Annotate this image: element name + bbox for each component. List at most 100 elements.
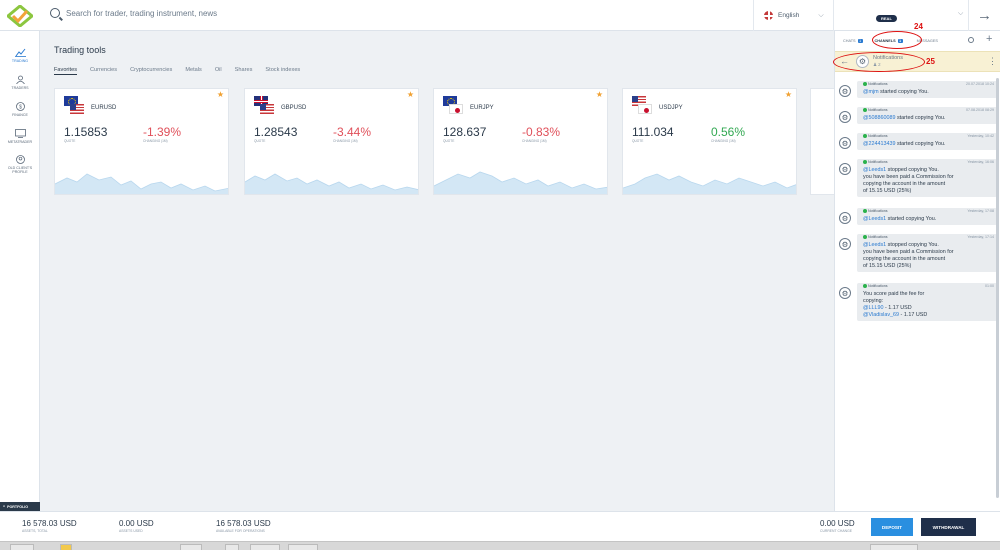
taskbar-item[interactable] xyxy=(288,544,318,550)
portfolio-tab[interactable]: ^ PORTFOLIO xyxy=(0,502,40,511)
main-content: Trading tools Favorites Currencies Crypt… xyxy=(41,31,840,511)
tab-shares[interactable]: Shares xyxy=(234,67,253,73)
monitor-icon xyxy=(14,129,26,138)
sender-name: Notifications xyxy=(868,108,888,112)
withdrawal-button[interactable]: WITHDRAWAL xyxy=(921,518,976,536)
message-text: stopped copying You. xyxy=(886,242,939,248)
deposit-button[interactable]: DEPOSIT xyxy=(871,518,913,536)
us-flag-icon xyxy=(260,104,274,114)
user-mention-link[interactable]: @Leeds1 xyxy=(863,242,887,248)
tab-cryptocurrencies[interactable]: Cryptocurrencies xyxy=(130,67,173,73)
search-box[interactable] xyxy=(50,8,466,18)
nav-item-traders[interactable]: TRADERS xyxy=(0,75,40,90)
user-mention-link[interactable]: @mjm xyxy=(863,89,879,95)
taskbar-item[interactable] xyxy=(180,544,202,550)
message-text: copying: xyxy=(863,298,884,304)
tab-metals[interactable]: Metals xyxy=(185,67,202,73)
user-mention-link[interactable]: @508860089 xyxy=(863,115,896,121)
plus-icon[interactable]: + xyxy=(986,33,993,45)
profile-icon xyxy=(15,155,25,164)
quote-value: 128.637 xyxy=(443,125,487,139)
more-options-icon[interactable]: ⋮ xyxy=(988,56,997,66)
user-mention-link[interactable]: @Leeds1 xyxy=(863,167,887,173)
instrument-card[interactable]: ★ EURUSD 1.15853 QUOTE -1.39% CHANGING (… xyxy=(54,88,229,195)
svg-text:$: $ xyxy=(19,105,22,111)
app-logo[interactable] xyxy=(0,0,40,31)
tab-currencies[interactable]: Currencies xyxy=(90,67,118,73)
account-selector[interactable]: REAL ⌵ xyxy=(833,0,968,31)
user-mention-link[interactable]: @Leeds1 xyxy=(863,216,887,222)
logo-icon xyxy=(7,4,33,27)
sparkline-chart xyxy=(55,173,228,194)
chart-icon xyxy=(14,48,26,57)
balance-label: ASSETS, TOTAL xyxy=(22,529,48,533)
quote-value: 1.28543 xyxy=(254,125,298,139)
taskbar-item[interactable] xyxy=(10,544,34,550)
nav-label: TRADING xyxy=(11,59,29,63)
tab-oil[interactable]: Oil xyxy=(214,67,222,73)
pair-name: EURUSD xyxy=(91,105,117,111)
chat-scrollbar[interactable] xyxy=(996,78,999,498)
instrument-card[interactable]: ★ EURJPY 128.637 QUOTE -0.83% CHANGING (… xyxy=(433,88,608,195)
current-change: 0.00 USD CURRENT CHANGE xyxy=(820,519,855,533)
sender-avatar-icon: ⚙ xyxy=(839,85,851,97)
pair-name: USDJPY xyxy=(659,105,683,111)
instrument-card[interactable]: ★ GBPUSD 1.28543 QUOTE -3.44% CHANGING (… xyxy=(244,88,419,195)
user-mention-link[interactable]: @LLL90 xyxy=(863,305,884,311)
annotation-number-24: 24 xyxy=(914,22,923,31)
us-flag-icon xyxy=(632,96,646,106)
sender-avatar-icon: ⚙ xyxy=(839,137,851,149)
sparkline-chart xyxy=(623,173,796,194)
message-bubble: Notifications 07.08.2018 08:29 @508860089… xyxy=(857,107,997,124)
nav-label: METATRADER xyxy=(7,140,33,144)
nav-item-old-profile[interactable]: OLD CLIENT'S PROFILE xyxy=(0,155,40,174)
taskbar-item[interactable] xyxy=(225,544,239,550)
message-text: You score paid the fee for xyxy=(863,291,925,297)
balance-label: AVAILABLE FOR OPERATIONS xyxy=(216,529,265,533)
search-input[interactable] xyxy=(66,8,466,18)
annotation-circle-24 xyxy=(872,31,922,49)
user-mention-link[interactable]: @Vladislav_69 xyxy=(863,312,900,318)
currency-flags xyxy=(632,96,652,116)
message-bubble: Notifications 20.07.2018 10:24 @mjm start… xyxy=(857,81,997,98)
balance-label: ASSETS USED xyxy=(119,529,143,533)
sender-name: Notifications xyxy=(868,209,888,213)
user-mention-link[interactable]: @224413439 xyxy=(863,141,896,147)
nav-label: FINANCE xyxy=(12,113,28,117)
verified-check-icon xyxy=(863,134,867,139)
message-time: Yesterday, 16:06 xyxy=(967,160,994,164)
chevron-down-icon: ⌵ xyxy=(958,10,964,17)
assets-used: 0.00 USD ASSETS USED xyxy=(119,519,154,533)
tab-messages[interactable]: MESSAGES xyxy=(916,39,938,43)
message-text: stopped copying You. xyxy=(886,167,939,173)
nav-item-finance[interactable]: $ FINANCE xyxy=(0,102,40,117)
tab-favorites[interactable]: Favorites xyxy=(54,67,78,75)
logout-arrow-icon[interactable]: → xyxy=(968,0,1000,31)
taskbar-item[interactable] xyxy=(870,544,918,550)
taskbar-item[interactable] xyxy=(250,544,280,550)
favorite-star-icon[interactable]: ★ xyxy=(406,90,414,99)
tab-stock-indexes[interactable]: Stock indexes xyxy=(265,67,301,73)
account-type-badge: REAL xyxy=(876,15,897,22)
nav-label: TRADERS xyxy=(11,86,29,90)
message-bubble: Notifications Yesterday, 17:08 @Leeds1 st… xyxy=(857,208,997,225)
language-selector[interactable]: English ⌵ xyxy=(753,0,833,31)
tab-chats[interactable]: CHATS 1 xyxy=(843,39,863,43)
message-text: of 15.15 USD (25%) xyxy=(863,188,912,194)
sparkline-chart xyxy=(245,173,418,194)
instrument-card[interactable]: ★ USDJPY 111.034 QUOTE 0.56% CHANGING (1… xyxy=(622,88,797,195)
favorite-star-icon[interactable]: ★ xyxy=(216,90,224,99)
users-icon xyxy=(15,75,25,84)
nav-label: OLD CLIENT'S PROFILE xyxy=(7,166,33,174)
search-icon[interactable] xyxy=(968,37,974,43)
gb-flag-icon xyxy=(254,96,268,106)
balance-value: 16 578.03 USD xyxy=(216,519,271,528)
change-label: CHANGING (1M) xyxy=(711,139,736,143)
message-text: started copying You. xyxy=(895,115,946,121)
change-label: CHANGING (1M) xyxy=(333,139,358,143)
favorite-star-icon[interactable]: ★ xyxy=(595,90,603,99)
nav-item-trading[interactable]: TRADING xyxy=(0,48,40,63)
favorite-star-icon[interactable]: ★ xyxy=(784,90,792,99)
nav-item-metatrader[interactable]: METATRADER xyxy=(0,129,40,144)
taskbar-item[interactable] xyxy=(60,544,72,550)
